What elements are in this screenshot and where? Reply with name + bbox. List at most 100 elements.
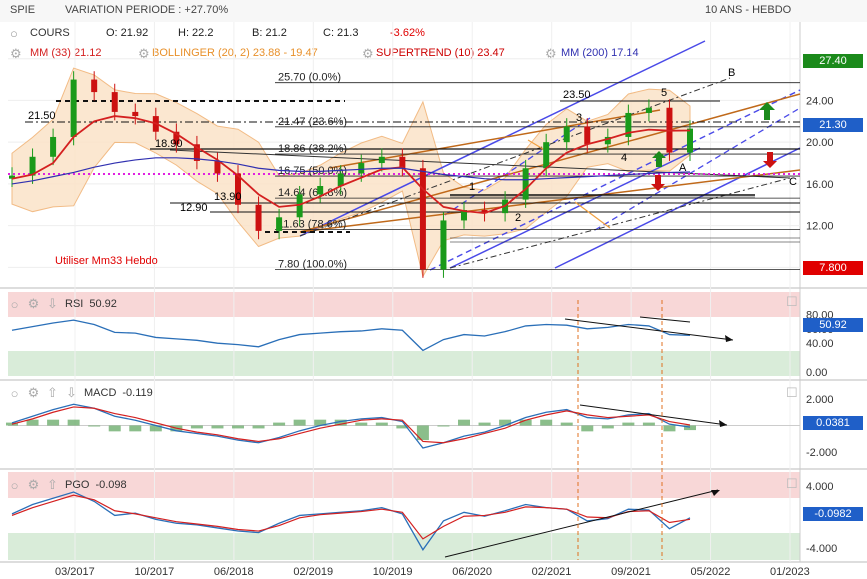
candle-body: [214, 160, 221, 174]
price-badge-low: 7.800: [803, 261, 863, 275]
chart-header: SPIE VARIATION PERIODE : +27.70% 10 ANS …: [0, 0, 867, 22]
candle-body: [276, 217, 283, 231]
gear-icon[interactable]: ⚙: [10, 46, 22, 61]
arrow-down-icon: [651, 175, 665, 191]
fibonacci-label: 21.47 (23.6%): [278, 116, 347, 128]
bollinger-legend[interactable]: BOLLINGER (20, 2) 23.88 - 19.47: [152, 47, 318, 59]
x-tick-label: 01/2023: [770, 566, 810, 578]
gear-icon[interactable]: ⚙: [545, 46, 557, 61]
macd-histogram-bar: [622, 422, 635, 426]
cours-label: COURS: [30, 27, 70, 39]
wave-label-2: 2: [515, 212, 521, 224]
macd-value: -0.119: [122, 387, 153, 399]
gear-icon[interactable]: ⚙: [27, 477, 40, 492]
high-value: H: 22.2: [178, 27, 214, 39]
macd-histogram-bar: [252, 425, 265, 429]
low-value: B: 21.2: [252, 27, 287, 39]
pgo-line: [11, 491, 691, 551]
square-icon[interactable]: ☐: [786, 476, 798, 491]
macd-histogram-bar: [416, 425, 429, 441]
circle-icon[interactable]: ○: [10, 26, 18, 41]
macd-panel-header: ○ ⚙ ⇧ ⇩ MACD -0.119: [8, 384, 153, 402]
fibonacci-label: 11.63 (78.6%): [278, 219, 346, 231]
macd-histogram-bar: [108, 425, 121, 432]
macd-panel: -2.000 2.000: [6, 394, 837, 459]
macd-histogram-bar: [232, 425, 244, 429]
macd-histogram-bar: [314, 419, 327, 426]
macd-histogram-bar: [375, 422, 388, 426]
circle-icon[interactable]: ○: [10, 296, 19, 312]
macd-histogram-bar: [149, 425, 162, 432]
pgo-signal-line: [11, 494, 691, 540]
candle-body: [193, 144, 200, 161]
period-label[interactable]: 10 ANS - HEBDO: [705, 4, 792, 16]
macd-histogram-bar: [478, 422, 491, 426]
signal-arrows: [651, 102, 777, 191]
macd-histogram-bar: [684, 425, 696, 431]
mm33-legend[interactable]: MM (33) 21.12: [30, 47, 102, 59]
candle-body: [645, 107, 652, 113]
candle-body: [378, 156, 385, 164]
fibonacci-label: 7.80 (100.0%): [278, 258, 347, 270]
gear-icon[interactable]: ⚙: [362, 46, 374, 61]
candle-body: [337, 173, 344, 186]
variation-label: VARIATION PERIODE : +27.70%: [65, 4, 229, 16]
arrow-up-icon[interactable]: ⇧: [47, 385, 58, 400]
y-tick-label: -4.000: [806, 543, 837, 555]
macd-histogram-bar: [129, 425, 142, 432]
candle-body: [419, 168, 426, 270]
fibonacci-label: 14.64 (61.8%): [278, 187, 347, 199]
rsi-badge: 50.92: [803, 318, 863, 332]
pgo-label: PGO: [65, 479, 90, 491]
rsi-panel-bg: [8, 292, 800, 376]
mm200-legend[interactable]: MM (200) 17.14: [561, 47, 639, 59]
gear-icon[interactable]: ⚙: [138, 46, 150, 61]
y-tick-label: 20.00: [806, 137, 834, 149]
arrow-up-icon[interactable]: ⇧: [47, 477, 58, 492]
price-badge-high: 27.40: [803, 54, 863, 68]
macd-histogram-bar: [396, 425, 409, 429]
gear-icon[interactable]: ⚙: [27, 296, 40, 311]
arrow-down-icon[interactable]: ⇩: [47, 296, 58, 311]
square-icon[interactable]: ☐: [786, 385, 798, 400]
fibonacci-label: 18.86 (38.2%): [278, 143, 347, 155]
change-value: -3.62%: [390, 27, 425, 39]
y-tick-label: 12.00: [806, 221, 834, 233]
candle-body: [440, 220, 447, 270]
macd-histogram-bar: [273, 422, 286, 426]
arrow-down-icon[interactable]: ⇩: [66, 385, 77, 400]
square-icon[interactable]: ☐: [786, 294, 798, 309]
candle-body: [296, 194, 303, 218]
macd-histogram-bar: [519, 419, 532, 426]
circle-icon[interactable]: ○: [10, 477, 19, 493]
macd-badge: 0.0381: [803, 416, 863, 430]
wave-label-1: 1: [469, 181, 475, 193]
circle-icon[interactable]: ○: [10, 385, 19, 401]
candle-body: [481, 210, 488, 214]
candle-body: [625, 112, 632, 137]
arrow-up-icon: [652, 151, 666, 167]
x-tick-label: 06/2020: [452, 566, 492, 578]
moving-averages: [11, 115, 691, 215]
wave-label-5: 5: [661, 87, 667, 99]
candle-body: [317, 186, 324, 195]
x-tick-label: 02/2019: [293, 566, 333, 578]
y-tick-label: 0.00: [806, 367, 827, 379]
x-tick-label: 06/2018: [214, 566, 254, 578]
macd-histogram-bar: [499, 419, 512, 426]
price-badge-current: 21.30: [803, 118, 863, 132]
macd-histogram-bar: [642, 422, 655, 426]
fibonacci-levels: 25.70 (0.0%)21.47 (23.6%)18.86 (38.2%)16…: [275, 72, 800, 270]
macd-histogram-bar: [458, 419, 470, 426]
level-18-90: 18.90: [155, 138, 183, 150]
candle-body: [9, 175, 15, 179]
macd-histogram-bar: [293, 419, 306, 426]
wave-label-c: C: [789, 176, 797, 188]
wave-labels: 1 2 3 4 5 A B C: [469, 67, 797, 224]
candle-body: [543, 142, 550, 169]
gear-icon[interactable]: ⚙: [27, 385, 40, 400]
candle-body: [255, 204, 262, 231]
x-tick-label: 03/2017: [55, 566, 95, 578]
macd-histogram-bar: [190, 425, 203, 429]
